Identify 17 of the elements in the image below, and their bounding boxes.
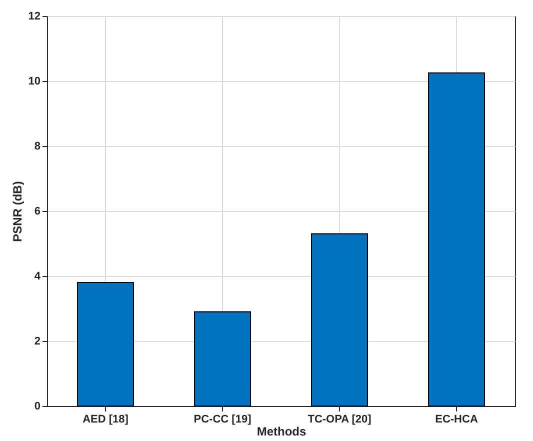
x-tick-label: TC-OPA [20] [308,414,372,426]
x-tick-label: AED [18] [82,414,129,426]
x-tick-label: EC-HCA [435,414,478,426]
y-axis-title: PSNR (dB) [10,181,24,242]
x-axis-title: Methods [256,424,306,438]
bar [311,233,368,406]
y-tick-label: 12 [28,10,40,22]
y-tick-label: 2 [34,336,40,348]
y-tick-label: 6 [34,206,40,218]
bar [194,311,251,406]
y-tick-label: 8 [34,140,40,152]
x-tick-label: PC-CC [19] [194,414,252,426]
y-tick-label: 4 [34,270,42,282]
bar [77,282,134,406]
bar [428,72,485,406]
y-tick-label: 10 [28,76,40,88]
y-tick-label: 0 [34,400,40,412]
